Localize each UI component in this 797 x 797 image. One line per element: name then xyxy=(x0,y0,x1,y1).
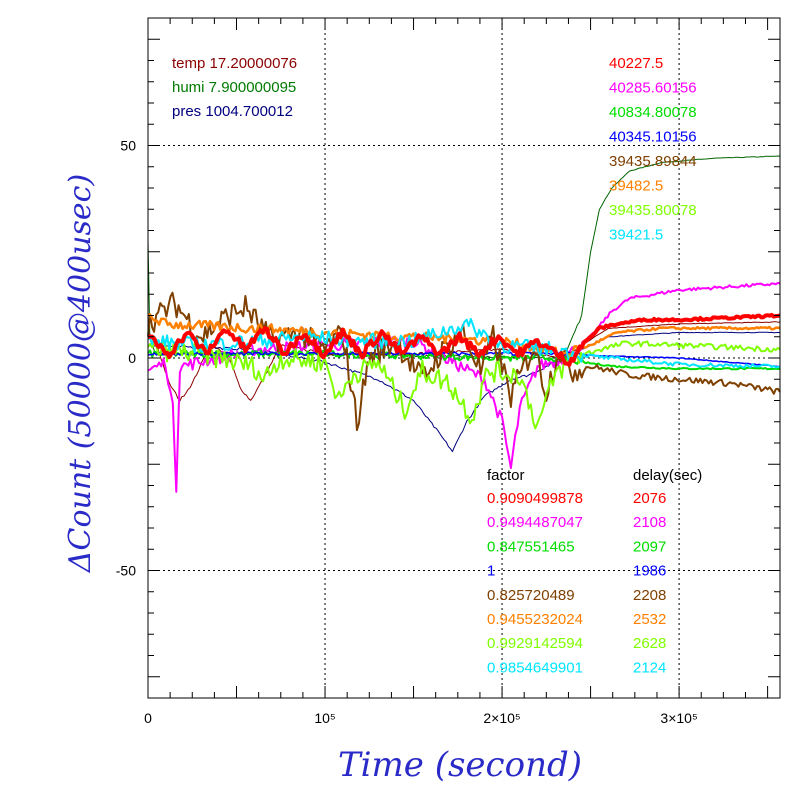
factor-value: 0.825720489 xyxy=(487,587,575,604)
factor-value: 0.9929142594 xyxy=(487,635,583,652)
delay-value: 2208 xyxy=(633,587,666,604)
baseline-label: 39482.5 xyxy=(609,178,663,195)
baseline-label: 40227.5 xyxy=(609,55,663,72)
baseline-label: 39435.89844 xyxy=(609,153,697,170)
series-line xyxy=(147,349,781,371)
delay-value: 2532 xyxy=(633,611,666,628)
factor-header: factor xyxy=(487,467,525,484)
baseline-label: 40834.80078 xyxy=(609,104,697,121)
factor-value: 0.847551465 xyxy=(487,538,575,555)
env-label: temp 17.20000076 xyxy=(172,55,297,72)
factor-value: 0.9494487047 xyxy=(487,514,583,531)
delay-value: 2124 xyxy=(633,659,666,676)
baseline-label: 39435.80078 xyxy=(609,202,697,219)
env-label: humi 7.900000095 xyxy=(172,79,296,96)
factor-value: 0.9854649901 xyxy=(487,659,583,676)
delay-header: delay(sec) xyxy=(633,467,702,484)
baseline-label: 39421.5 xyxy=(609,227,663,244)
x-tick-label: 0 xyxy=(144,710,152,726)
factor-value: 1 xyxy=(487,563,495,580)
y-tick-label: 50 xyxy=(120,138,136,154)
delay-value: 2076 xyxy=(633,490,666,507)
env-label: pres 1004.700012 xyxy=(172,103,293,120)
x-tick-label: 2×10⁵ xyxy=(483,710,520,726)
delay-value: 2628 xyxy=(633,635,666,652)
legend: temp 17.20000076 humi 7.900000095 pres 100… xyxy=(172,55,702,676)
x-tick-label: 10⁵ xyxy=(314,710,335,726)
delay-value: 1986 xyxy=(633,563,666,580)
y-tick-label: -50 xyxy=(116,563,136,579)
x-tick-label: 3×10⁵ xyxy=(660,710,697,726)
series-line xyxy=(147,340,781,430)
delay-value: 2108 xyxy=(633,514,666,531)
y-axis-title: ΔCount (50000@400usec) xyxy=(63,174,98,573)
factor-value: 0.9090499878 xyxy=(487,490,583,507)
ticks: 0 10⁵ 2×10⁵ 3×10⁵ 50 0 -50 xyxy=(116,17,780,726)
series-group xyxy=(147,155,781,493)
delay-value: 2097 xyxy=(633,538,666,555)
baseline-label: 40285.60156 xyxy=(609,80,697,97)
baseline-label: 40345.10156 xyxy=(609,129,697,146)
y-tick-label: 0 xyxy=(128,350,136,366)
factor-value: 0.9455232024 xyxy=(487,611,583,628)
series-line xyxy=(147,321,781,402)
x-axis-title: Time (second) xyxy=(338,745,582,785)
series-line xyxy=(147,351,780,368)
series-line xyxy=(147,312,781,367)
